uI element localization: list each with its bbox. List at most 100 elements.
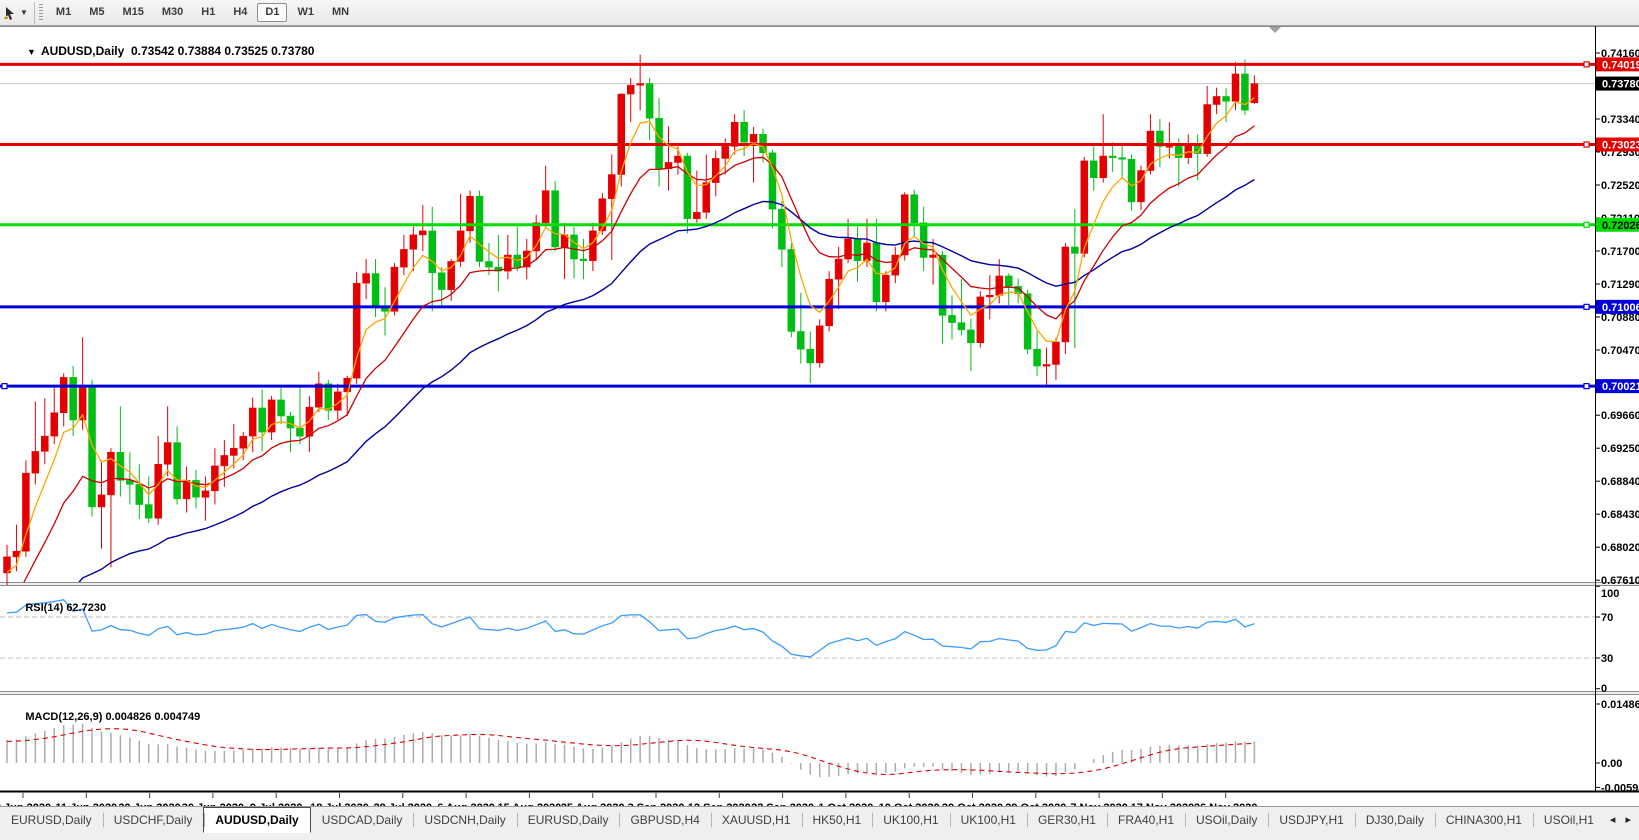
svg-text:0.72026: 0.72026 [1602,220,1639,232]
toolbar-separator [33,1,35,24]
svg-text:0.71700: 0.71700 [1601,246,1639,258]
tab-gbpusd-h4[interactable]: GBPUSD,H4 [619,808,710,832]
macd-signal-line [6,728,1255,776]
chart-area[interactable]: 0.741600.737500.733400.729300.725200.721… [0,26,1639,806]
main-chart-svg[interactable]: 0.741600.737500.733400.729300.725200.721… [0,26,1639,806]
svg-text:0.68430: 0.68430 [1601,509,1639,521]
svg-text:11 Jun 2020: 11 Jun 2020 [55,802,117,806]
timeframe-button-D1[interactable]: D1 [257,3,288,22]
svg-text:70: 70 [1601,612,1613,624]
rsi-pane: 100 70 30 0 [0,585,1619,695]
tab-fra40-h1[interactable]: FRA40,H1 [1106,808,1185,832]
svg-text:29 Oct 2020: 29 Oct 2020 [1005,802,1066,806]
timeframe-button-M15[interactable]: M15 [122,6,144,18]
date-axis[interactable]: 2 Jun 2020 11 Jun 202020 Jun 202030 Jun 2… [0,793,1258,806]
svg-text:100: 100 [1601,588,1619,600]
svg-text:17 Nov 2020: 17 Nov 2020 [1131,802,1195,806]
svg-text:9 Jul 2020: 9 Jul 2020 [250,802,303,806]
svg-text:20 Oct 2020: 20 Oct 2020 [942,802,1003,806]
svg-text:22 Sep 2020: 22 Sep 2020 [751,802,814,806]
timeframe-buttons: M1 M5 M15 M30 H1 H4 D1 W1 MN [47,3,358,22]
macd-pane: 0.014861 0.00 -0.005938 [6,699,1639,794]
tab-usdcnh-daily[interactable]: USDCNH,Daily [413,808,516,832]
timeframe-button-W1[interactable]: W1 [297,6,314,18]
tab-usdchf-daily[interactable]: USDCHF,Daily [102,808,204,832]
candles-layer [3,54,1259,586]
svg-text:0.71006: 0.71006 [1602,302,1639,314]
cursor-icon [4,6,14,20]
tab-dj30-daily[interactable]: DJ30,Daily [1354,808,1435,832]
svg-text:0.70470: 0.70470 [1601,345,1639,357]
cursor-tool-button[interactable]: ▼ [0,0,32,25]
tab-eurusd-daily[interactable]: EURUSD,Daily [11,813,92,827]
ma-slow-line [78,178,1255,582]
svg-text:0.72520: 0.72520 [1601,180,1639,192]
tab-eurusd-daily[interactable]: EURUSD,Daily [516,808,620,832]
svg-text:20 Jun 2020: 20 Jun 2020 [118,802,180,806]
svg-text:15 Aug 2020: 15 Aug 2020 [498,802,562,806]
svg-text:0.70021: 0.70021 [1602,381,1639,393]
svg-text:0.70880: 0.70880 [1601,312,1639,324]
svg-text:0.68020: 0.68020 [1601,542,1639,554]
svg-text:30 Jun 2020: 30 Jun 2020 [182,802,244,806]
price-badges: 0.74019 0.73780 0.73023 0.72026 0.71006 0.700… [1596,57,1639,394]
tab-uk100-h1[interactable]: UK100,H1 [872,808,949,832]
svg-text:2 Jun 2020: 2 Jun 2020 [0,802,51,806]
chart-tab-bar: EURUSD,Daily USDCHF,Daily AUDUSD,Daily USDC… [0,806,1639,840]
tab-china300-h1[interactable]: CHINA300,H1 [1434,808,1533,832]
svg-text:-0.005938: -0.005938 [1601,782,1639,794]
svg-text:12 Sep 2020: 12 Sep 2020 [688,802,751,806]
timeframe-button-MN[interactable]: MN [331,6,350,18]
svg-text:0.68840: 0.68840 [1601,476,1639,488]
timeframe-button-H1[interactable]: H1 [201,6,216,18]
svg-text:0.74019: 0.74019 [1602,59,1639,71]
timeframe-button-H4[interactable]: H4 [233,6,248,18]
chart-tabs: EURUSD,Daily USDCHF,Daily AUDUSD,Daily USDC… [0,807,1605,840]
timeframe-button-M30[interactable]: M30 [161,6,184,18]
tab-usoil-daily[interactable]: USOil,Daily [1185,808,1268,832]
svg-text:6 Aug 2020: 6 Aug 2020 [437,802,495,806]
tab-audusd-daily[interactable]: AUDUSD,Daily [203,807,311,833]
svg-text:18 Jul 2020: 18 Jul 2020 [310,802,369,806]
svg-text:0.73023: 0.73023 [1602,140,1639,152]
svg-text:30: 30 [1601,653,1613,665]
tab-ger30-h1[interactable]: GER30,H1 [1026,808,1107,832]
chart-shift-marker-icon[interactable] [1269,27,1281,33]
svg-text:0.74160: 0.74160 [1601,48,1639,60]
tab-usdjpy-h1[interactable]: USDJPY,H1 [1268,808,1354,832]
tab-hk50-h1[interactable]: HK50,H1 [801,808,873,832]
tab-scroll-right-icon[interactable]: ▸ [1625,813,1631,826]
svg-text:0.73340: 0.73340 [1601,114,1639,126]
tab-scroll-left-icon[interactable]: ◂ [1609,813,1616,826]
svg-text:0: 0 [1601,683,1607,695]
timeframe-button-M1[interactable]: M1 [55,6,72,18]
tab-usdcad-daily[interactable]: USDCAD,Daily [321,813,403,827]
tab-xauusd-h1[interactable]: XAUUSD,H1 [710,808,802,832]
ma-fast-line [6,97,1255,573]
svg-text:0.69660: 0.69660 [1601,410,1639,422]
svg-text:26 Nov 2020: 26 Nov 2020 [1194,802,1258,806]
svg-text:1 Oct 2020: 1 Oct 2020 [818,802,873,806]
svg-text:7 Nov 2020: 7 Nov 2020 [1070,802,1127,806]
horizontal-lines-layer[interactable] [0,61,1595,390]
svg-text:0.69250: 0.69250 [1601,443,1639,455]
svg-text:0.71290: 0.71290 [1601,279,1639,291]
svg-text:0.014861: 0.014861 [1601,699,1639,711]
timeframe-toolbar: ▼ M1 M5 M15 M30 H1 H4 D1 W1 MN [0,0,1639,26]
svg-text:0.73780: 0.73780 [1602,79,1639,91]
svg-text:0.67610: 0.67610 [1601,575,1639,587]
ma-mid-line [23,125,1255,582]
svg-text:25 Aug 2020: 25 Aug 2020 [561,802,625,806]
toolbar-dropdown-caret-icon[interactable]: ▼ [20,8,28,17]
toolbar-grip-handle[interactable] [38,3,43,22]
tab-usoil-h1[interactable]: USOil,H1 [1532,808,1605,832]
svg-text:28 Jul 2020: 28 Jul 2020 [373,802,432,806]
tab-uk100-h1[interactable]: UK100,H1 [949,808,1027,832]
rsi-line [6,598,1255,658]
svg-text:3 Sep 2020: 3 Sep 2020 [628,802,685,806]
svg-text:10 Oct 2020: 10 Oct 2020 [879,802,940,806]
tab-scrollers: ◂ ▸ [1605,807,1639,831]
timeframe-button-M5[interactable]: M5 [89,6,105,18]
svg-text:0.00: 0.00 [1601,758,1622,770]
